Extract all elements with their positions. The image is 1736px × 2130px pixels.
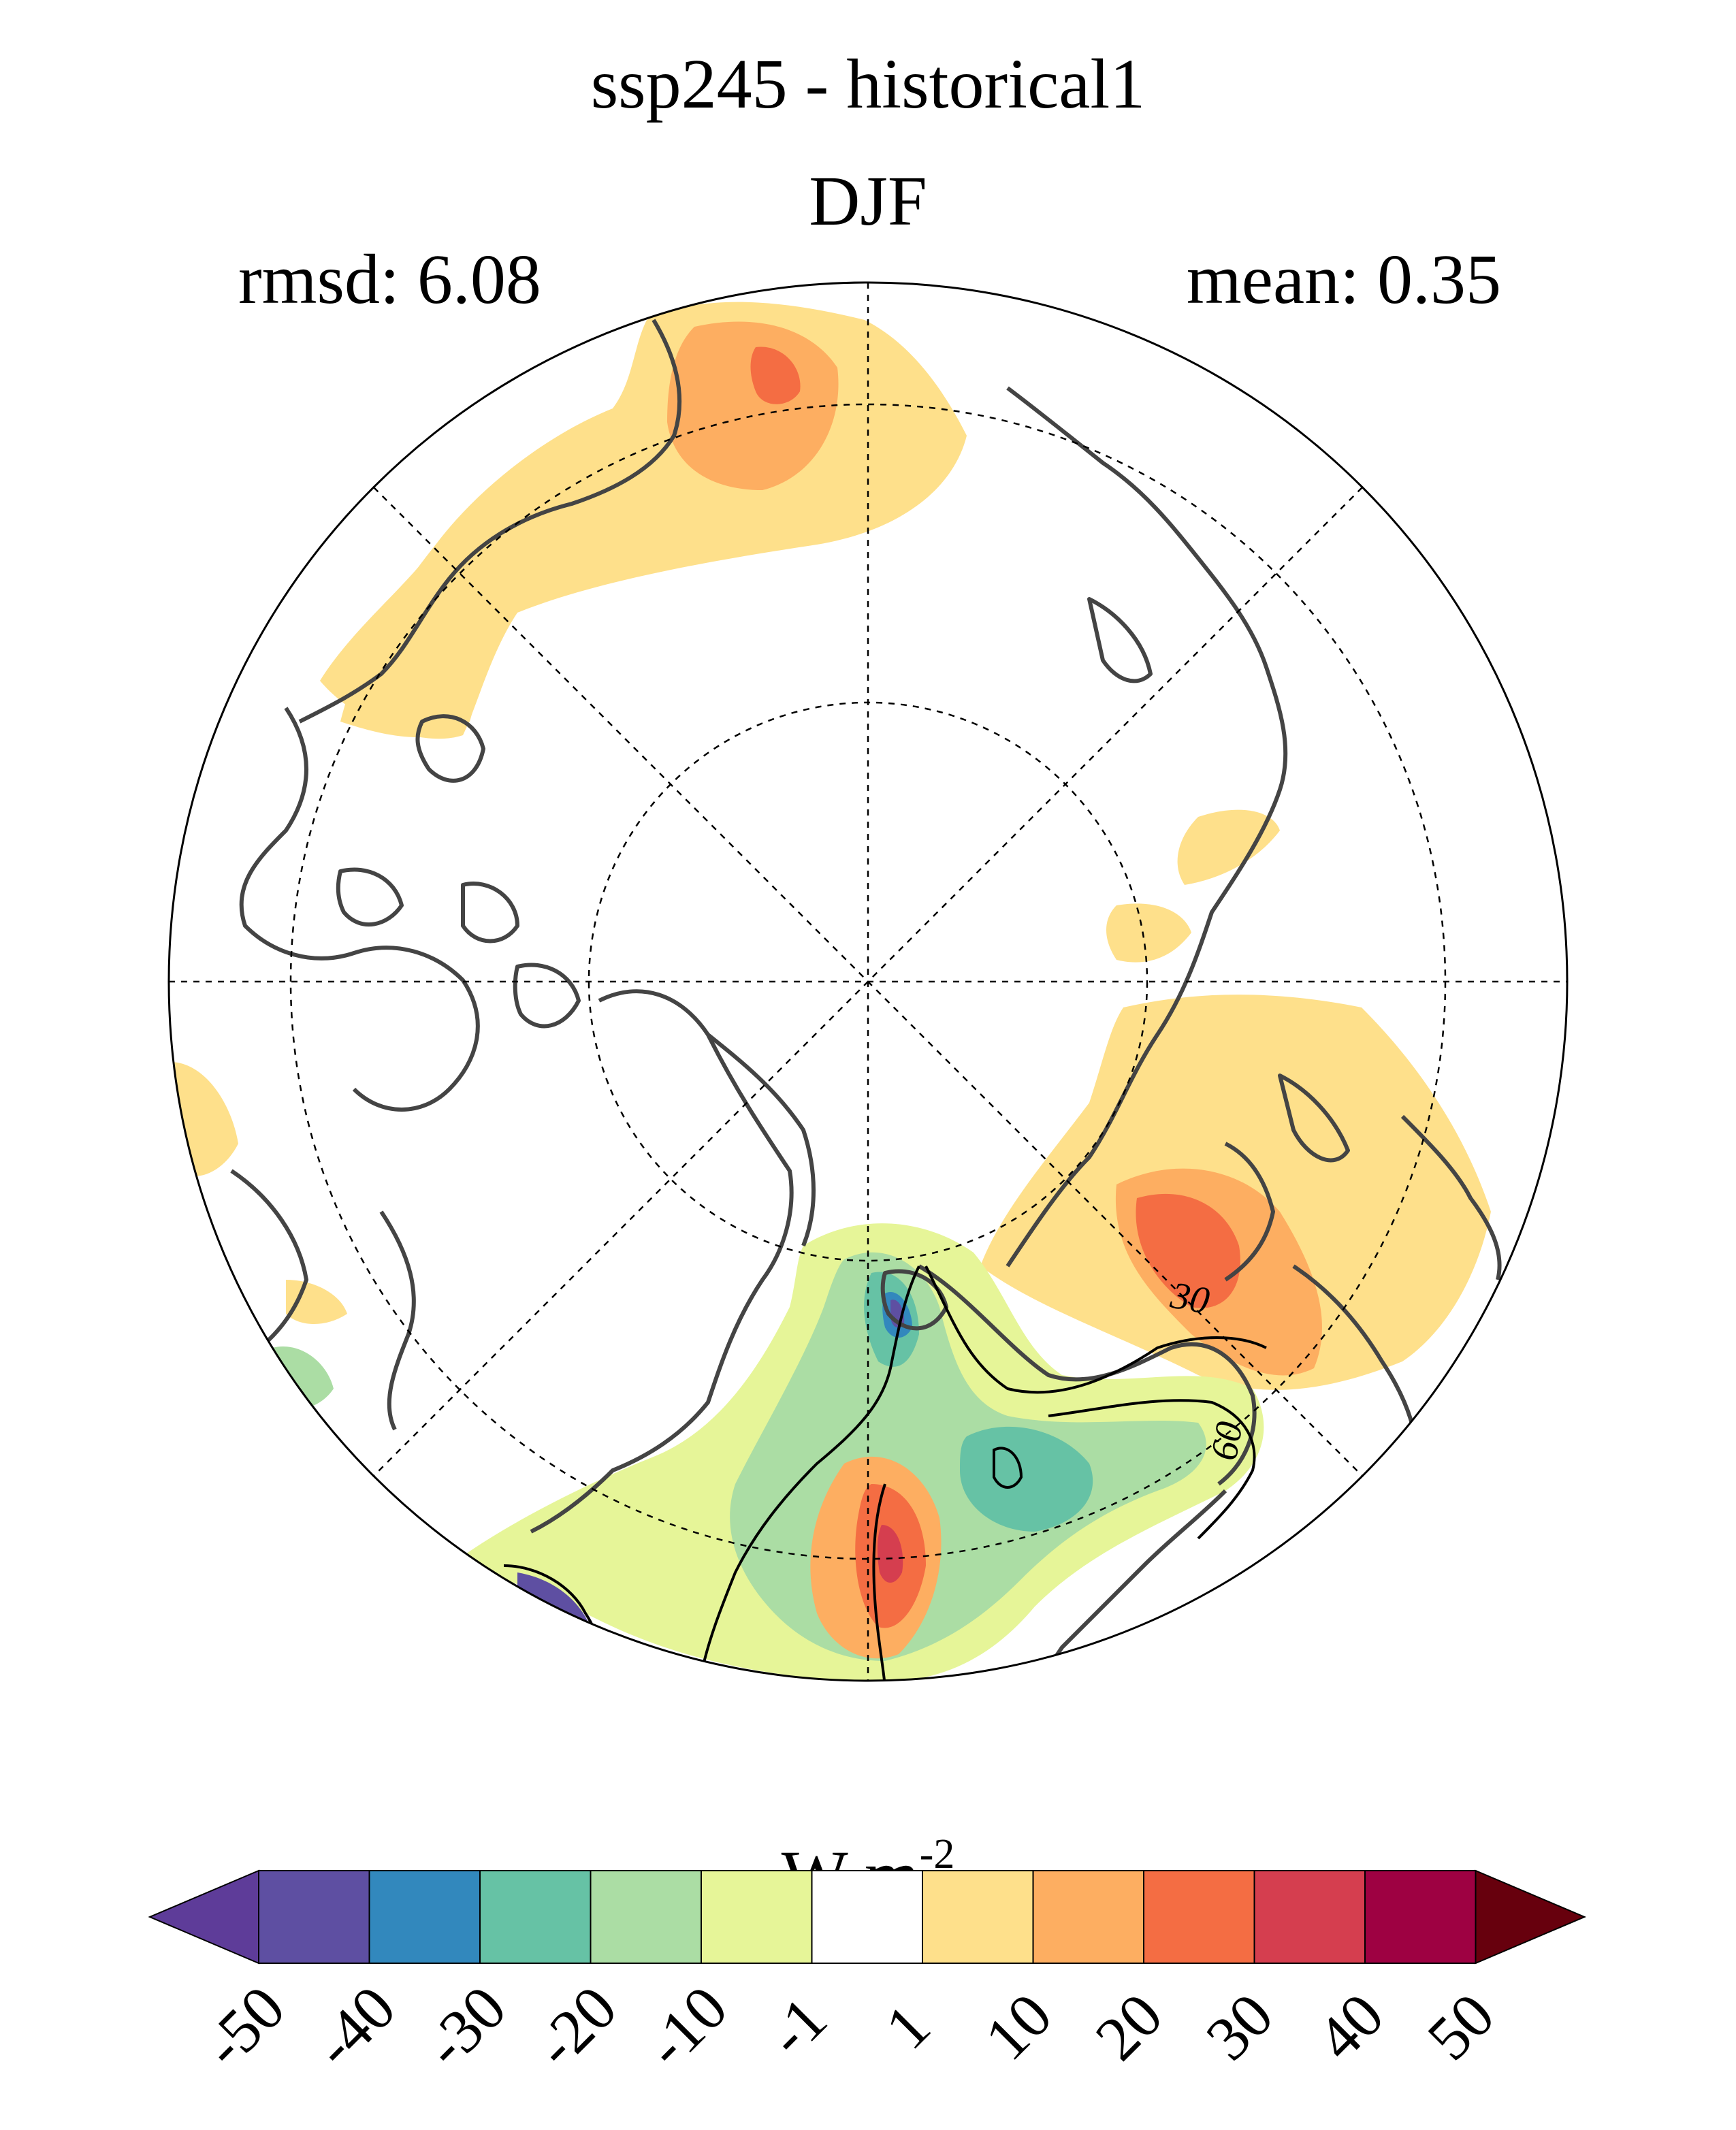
polar-map: 30 60: [167, 281, 1569, 1682]
coastline-siberia-islands: [1278, 1074, 1350, 1163]
coastline-alaska: [298, 319, 682, 724]
meridian-135: [373, 487, 1363, 1477]
colorbar-swatches: [148, 1869, 1587, 1965]
contour-60: [872, 1483, 886, 1681]
colorbar-tick-label: -30: [411, 1973, 519, 2081]
colorbar-unit-exponent: -2: [920, 1831, 955, 1877]
colorbar-extend-high: [1475, 1869, 1587, 1965]
coastline-hudson-bay: [169, 1169, 308, 1424]
colorbar-tick-label: -20: [521, 1973, 630, 2081]
colorbar-tick-label: -50: [190, 1973, 298, 2081]
contour-30-east: [925, 1265, 1267, 1394]
coastline-kamchatka: [1087, 597, 1153, 683]
colorbar-tick-label: 20: [1082, 1980, 1175, 2073]
colorbar-tick-label: 10: [971, 1980, 1065, 2073]
colorbar-swatch: [368, 1870, 481, 1964]
graticule: [169, 283, 1567, 1681]
coastline-island-1: [415, 714, 485, 783]
colorbar-tick-label: 50: [1414, 1980, 1507, 2073]
coastline-labrador: [379, 1210, 416, 1431]
colorbar-ticks: -50 -40 -30 -20 -10 -1 1 10 20 30 40 50: [190, 1973, 1508, 2081]
anomaly-region-labrador: [272, 1346, 334, 1410]
coastline-island-3: [461, 882, 519, 943]
coastline-iceland: [880, 1269, 948, 1331]
colorbar-swatch: [1032, 1870, 1144, 1964]
coastline-island-4: [513, 963, 581, 1029]
colorbar-swatch: [590, 1870, 702, 1964]
coastline-ob-gulf: [1400, 1114, 1502, 1280]
colorbar-tick-label: 30: [1193, 1980, 1286, 2073]
anomaly-region-iceland-peak: [877, 1525, 903, 1583]
anomaly-region-pacific-core: [667, 321, 839, 490]
contour-labels: 30 60: [1167, 1274, 1251, 1464]
colorbar-swatch: [1364, 1870, 1477, 1964]
anomaly-fill: [169, 302, 1491, 1681]
contours: [503, 1265, 1267, 1681]
anomaly-region-pacific-peak: [750, 346, 801, 404]
contour-label-60: 60: [1203, 1419, 1251, 1464]
coastline-greenland-east: [707, 1033, 816, 1247]
coastline-canada-archipelago: [239, 707, 480, 1112]
coastline-island-2: [336, 867, 404, 926]
colorbar-swatch: [811, 1870, 923, 1964]
contour-30: [700, 1265, 920, 1675]
colorbar-tick-label: -40: [300, 1973, 408, 2081]
colorbar-swatch: [479, 1870, 592, 1964]
anomaly-region-siberia-coast: [1177, 809, 1280, 885]
colorbar-tick-label: 1: [872, 1991, 944, 2063]
season-label: DJF: [809, 162, 927, 240]
anomaly-region-eurasia-peak: [1136, 1193, 1240, 1308]
coastline-greenland: [530, 989, 794, 1534]
colorbar-extend-low: [148, 1869, 259, 1965]
colorbar-swatch: [1143, 1870, 1255, 1964]
rmsd-label: rmsd: 6.08: [238, 240, 541, 319]
colorbar-tick-label: 40: [1303, 1980, 1396, 2073]
mean-label: mean: 0.35: [1187, 240, 1501, 319]
colorbar-swatch: [922, 1870, 1034, 1964]
colorbar-swatch: [1253, 1870, 1366, 1964]
colorbar-swatch: [701, 1870, 813, 1964]
colorbar-swatch: [258, 1870, 370, 1964]
anomaly-region-laptev: [1106, 903, 1191, 963]
coastline-scandinavia: [918, 1264, 1257, 1486]
coastline-scandinavia-north: [1224, 1142, 1275, 1282]
map-border: [167, 281, 1569, 1682]
colorbar-tick-label: -1: [754, 1984, 839, 2069]
plot-title: ssp245 - historical1: [591, 45, 1146, 123]
contour-nordic-teal: [993, 1447, 1023, 1489]
contour-label-30: 30: [1167, 1274, 1212, 1323]
contour-60-east: [1048, 1399, 1256, 1540]
colorbar-tick-label: -10: [632, 1973, 741, 2081]
